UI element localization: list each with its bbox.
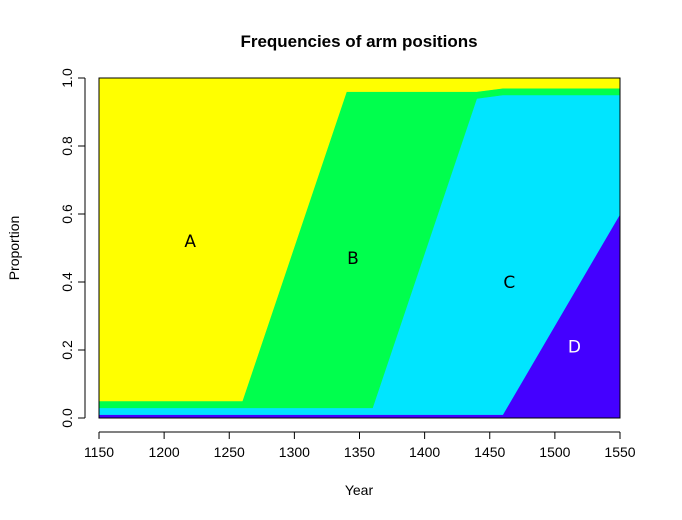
y-tick-label: 0.4 (59, 272, 75, 292)
area-label-d: D (568, 338, 581, 358)
y-tick-label: 1.0 (59, 68, 75, 88)
y-tick-label: 0.0 (59, 408, 75, 428)
plot-box (98, 77, 621, 419)
x-tick-label: 1500 (539, 444, 570, 460)
x-tick-label: 1300 (279, 444, 310, 460)
x-axis-label: Year (345, 482, 374, 498)
x-tick-label: 1150 (84, 444, 114, 460)
y-axis-label: Proportion (6, 216, 22, 281)
area-label-b: B (347, 249, 359, 269)
x-tick-label: 1450 (474, 444, 505, 460)
area-labels: D C B A (184, 232, 581, 357)
x-tick-label: 1250 (214, 444, 245, 460)
y-tick-label: 0.6 (59, 204, 75, 224)
x-tick-label: 1200 (149, 444, 180, 460)
x-tick-label: 1400 (409, 444, 440, 460)
axes: 1150 1200 1250 1300 1350 1400 1450 1500 1550 0.0 0… (59, 68, 636, 460)
area-label-a: A (184, 232, 196, 252)
chart-title: Frequencies of arm positions (240, 32, 477, 51)
area-label-c: C (503, 273, 515, 293)
area-layers (98, 77, 621, 419)
y-tick-label: 0.8 (59, 136, 75, 156)
x-tick-label: 1550 (604, 444, 635, 460)
y-tick-label: 0.2 (59, 340, 75, 360)
x-tick-label: 1350 (344, 444, 375, 460)
